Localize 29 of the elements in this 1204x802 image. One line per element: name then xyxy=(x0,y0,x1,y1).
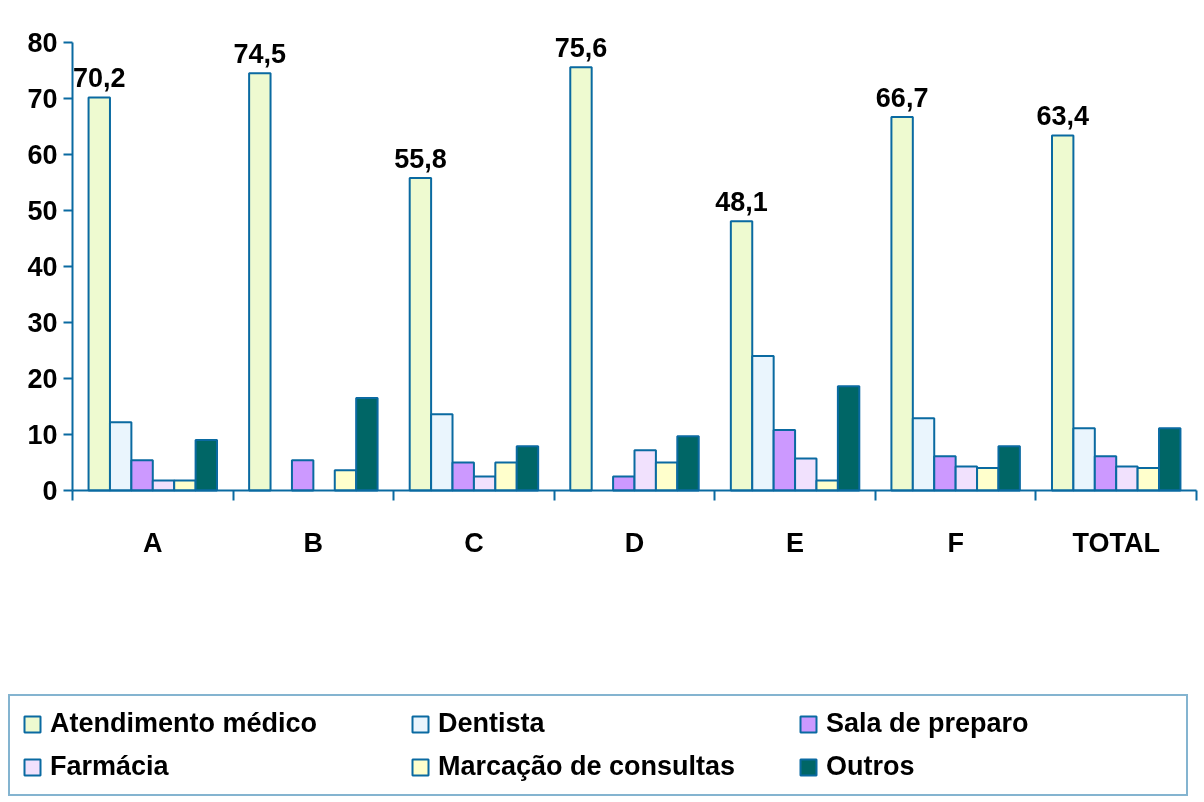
y-tick-label: 80 xyxy=(27,28,58,58)
x-tick-label: E xyxy=(786,527,805,558)
legend-label: Farmácia xyxy=(50,751,170,782)
x-tick-label: TOTAL xyxy=(1072,527,1160,558)
legend-label: Outros xyxy=(826,751,916,782)
data-label: 48,1 xyxy=(715,187,768,218)
y-tick-label: 20 xyxy=(27,364,58,394)
x-tick-label: A xyxy=(143,527,163,558)
data-label: 75,6 xyxy=(554,33,608,64)
y-tick-label: 60 xyxy=(27,140,58,170)
data-label: 63,4 xyxy=(1036,101,1089,132)
x-tick-label: D xyxy=(624,527,645,558)
y-tick-label: 40 xyxy=(27,252,58,282)
legend-label: Atendimento médico xyxy=(50,708,319,739)
legend-label: Marcação de consultas xyxy=(438,751,737,782)
y-tick-label: 30 xyxy=(27,308,58,338)
y-tick-label: 10 xyxy=(27,420,58,450)
data-label: 55,8 xyxy=(394,144,447,175)
legend-label: Dentista xyxy=(438,708,546,739)
x-tick-label: B xyxy=(303,527,324,558)
y-tick-label: 0 xyxy=(42,476,58,506)
data-label: 74,5 xyxy=(233,39,287,70)
legend-label: Sala de preparo xyxy=(826,708,1030,739)
x-tick-label: C xyxy=(464,527,484,558)
data-label: 66,7 xyxy=(875,82,929,113)
x-tick-label: F xyxy=(947,527,964,558)
y-tick-label: 70 xyxy=(27,84,58,114)
y-tick-label: 50 xyxy=(27,196,58,226)
data-label: 70,2 xyxy=(72,63,126,94)
